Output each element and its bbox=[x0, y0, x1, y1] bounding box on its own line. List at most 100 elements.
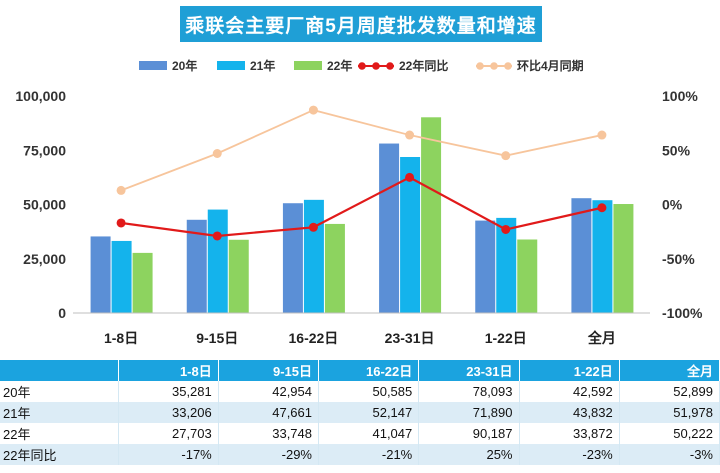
point-22年同比-全月 bbox=[597, 203, 607, 213]
y-left-tick: 25,000 bbox=[23, 251, 66, 267]
bar-20年-全月 bbox=[571, 198, 592, 313]
table-cell: 90,187 bbox=[418, 423, 520, 444]
legend-marker bbox=[476, 62, 484, 70]
table-cell: 52,147 bbox=[318, 402, 420, 423]
table-header-cell: 9-15日 bbox=[218, 360, 320, 381]
table-cell: 71,890 bbox=[418, 402, 520, 423]
table-row-label: 20年 bbox=[0, 381, 119, 402]
legend-marker bbox=[490, 62, 498, 70]
table-header-cell: 1-8日 bbox=[118, 360, 219, 381]
table-row-label: 22年 bbox=[0, 423, 119, 444]
bar-22年-9-15日 bbox=[228, 239, 249, 313]
legend-marker bbox=[372, 62, 380, 70]
point-22年同比-16-22日 bbox=[308, 222, 318, 232]
bar-20年-1-22日 bbox=[475, 220, 496, 313]
table-row: 22年 27,703 33,748 41,047 90,187 33,872 50,222 bbox=[0, 423, 720, 444]
point-环比4月同期-16-22日 bbox=[308, 105, 318, 115]
point-环比4月同期-全月 bbox=[597, 130, 607, 140]
y-left-tick: 75,000 bbox=[23, 142, 66, 158]
legend-label: 环比4月同期 bbox=[517, 58, 584, 73]
table-cell: 42,592 bbox=[519, 381, 620, 402]
table-row-label: 22年同比 bbox=[0, 444, 119, 465]
x-tick-label: 1-8日 bbox=[104, 330, 138, 346]
table-row-label: 21年 bbox=[0, 402, 119, 423]
legend-label: 21年 bbox=[250, 58, 275, 73]
bar-20年-16-22日 bbox=[282, 203, 303, 313]
data-table: 1-8日 9-15日 16-22日 23-31日 1-22日 全月 20年 35,281 42… bbox=[0, 360, 720, 465]
point-环比4月同期-9-15日 bbox=[212, 149, 222, 159]
line-22年同比 bbox=[120, 176, 603, 238]
lines bbox=[116, 105, 607, 241]
y-right-tick: 0% bbox=[662, 197, 683, 213]
table-cell: -3% bbox=[619, 444, 720, 465]
bar-21年-1-8日 bbox=[111, 240, 132, 313]
table-cell: 41,047 bbox=[318, 423, 420, 444]
bar-21年-全月 bbox=[592, 200, 613, 313]
y-left-tick: 100,000 bbox=[15, 88, 66, 104]
bar-21年-16-22日 bbox=[303, 199, 324, 313]
bar-22年-16-22日 bbox=[324, 223, 345, 313]
bar-22年-1-22日 bbox=[517, 239, 538, 313]
x-tick-label: 全月 bbox=[587, 330, 616, 346]
y-left-tick: 0 bbox=[58, 305, 66, 321]
table-cell: 51,978 bbox=[619, 402, 720, 423]
table-cell: 33,748 bbox=[218, 423, 320, 444]
table-cell: 50,222 bbox=[619, 423, 720, 444]
table-cell: -29% bbox=[218, 444, 320, 465]
table-header-cell: 全月 bbox=[619, 360, 720, 381]
legend-marker bbox=[358, 62, 366, 70]
point-环比4月同期-23-31日 bbox=[405, 130, 415, 140]
table-cell: 50,585 bbox=[318, 381, 420, 402]
table-header-cell bbox=[0, 360, 119, 381]
x-tick-label: 9-15日 bbox=[196, 330, 238, 346]
table-row: 21年 33,206 47,661 52,147 71,890 43,832 51,978 bbox=[0, 402, 720, 423]
line-环比4月同期 bbox=[120, 109, 603, 192]
y-axis-right: -100% -50% 0% 50% 100% bbox=[662, 88, 703, 321]
legend-swatch bbox=[294, 61, 322, 70]
x-tick-label: 16-22日 bbox=[289, 330, 339, 346]
y-right-tick: 100% bbox=[662, 88, 698, 104]
point-22年同比-9-15日 bbox=[212, 231, 222, 241]
table-header-cell: 16-22日 bbox=[318, 360, 420, 381]
table-cell: 42,954 bbox=[218, 381, 320, 402]
y-axis-left: 0 25,000 50,000 75,000 100,000 bbox=[15, 88, 66, 321]
y-right-tick: -50% bbox=[662, 251, 695, 267]
table-header-row: 1-8日 9-15日 16-22日 23-31日 1-22日 全月 bbox=[0, 360, 720, 381]
table-header-cell: 23-31日 bbox=[418, 360, 520, 381]
legend-label: 22年 bbox=[327, 58, 352, 73]
table-cell: 33,206 bbox=[118, 402, 219, 423]
legend-label: 22年同比 bbox=[399, 58, 448, 73]
legend-swatch bbox=[217, 61, 245, 70]
table-cell: 47,661 bbox=[218, 402, 320, 423]
y-left-tick: 50,000 bbox=[23, 197, 66, 213]
table-cell: -23% bbox=[519, 444, 620, 465]
point-22年同比-1-22日 bbox=[501, 224, 511, 234]
table-cell: 35,281 bbox=[118, 381, 219, 402]
bar-20年-9-15日 bbox=[186, 219, 207, 313]
point-22年同比-23-31日 bbox=[405, 172, 415, 182]
table-row: 22年同比 -17% -29% -21% 25% -23% -3% bbox=[0, 444, 720, 465]
point-环比4月同期-1-22日 bbox=[501, 151, 511, 161]
legend-label: 20年 bbox=[172, 58, 197, 73]
point-环比4月同期-1-8日 bbox=[116, 185, 126, 195]
bar-21年-23-31日 bbox=[400, 156, 421, 313]
bar-21年-9-15日 bbox=[207, 209, 228, 313]
bar-20年-1-8日 bbox=[90, 236, 111, 313]
y-right-tick: -100% bbox=[662, 305, 703, 321]
table-cell: 33,872 bbox=[519, 423, 620, 444]
x-tick-label: 23-31日 bbox=[385, 330, 435, 346]
x-axis: 1-8日 9-15日 16-22日 23-31日 1-22日 全月 bbox=[73, 312, 650, 346]
table-cell: 43,832 bbox=[519, 402, 620, 423]
table-cell: 25% bbox=[418, 444, 520, 465]
legend-swatch bbox=[139, 61, 167, 70]
legend-marker bbox=[504, 62, 512, 70]
table-cell: 27,703 bbox=[118, 423, 219, 444]
bar-21年-1-22日 bbox=[496, 217, 517, 313]
chart-area: 20年 21年 22年 22年同比 环比4月同期 0 25,000 50,000 75,000… bbox=[15, 58, 703, 346]
legend: 20年 21年 22年 22年同比 环比4月同期 bbox=[139, 58, 584, 73]
table-cell: 78,093 bbox=[418, 381, 520, 402]
table-cell: -21% bbox=[318, 444, 420, 465]
legend-marker bbox=[386, 62, 394, 70]
bar-22年-1-8日 bbox=[132, 252, 153, 313]
chart-title: 乘联会主要厂商5月周度批发数量和增速 bbox=[180, 6, 542, 42]
